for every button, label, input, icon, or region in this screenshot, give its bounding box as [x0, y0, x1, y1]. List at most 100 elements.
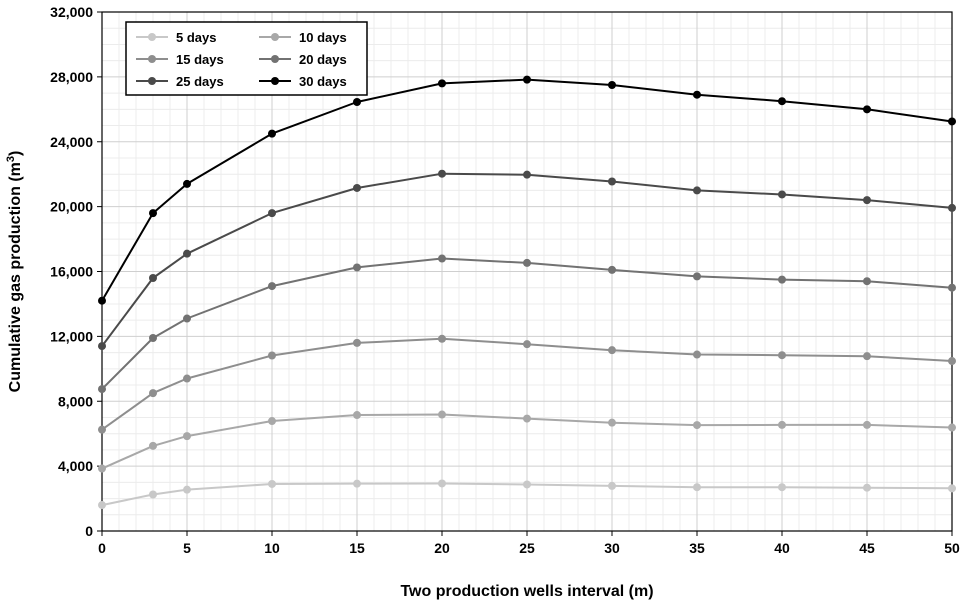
y-axis-title-main: Cumulative gas production (m: [7, 162, 24, 392]
data-point: [268, 351, 276, 360]
x-tick-label: 20: [434, 540, 450, 556]
data-point: [98, 342, 106, 351]
legend-label: 30 days: [299, 74, 347, 89]
data-point: [863, 483, 871, 492]
y-axis-title-superscript: 3: [5, 156, 17, 162]
legend-swatch-marker: [271, 55, 279, 63]
x-tick-label: 35: [689, 540, 705, 556]
data-point: [149, 209, 157, 218]
legend-label: 5 days: [176, 30, 216, 45]
data-point: [438, 479, 446, 488]
data-point: [438, 334, 446, 343]
y-tick-label: 4,000: [58, 458, 93, 474]
data-point: [863, 196, 871, 205]
data-point: [183, 249, 191, 258]
y-tick-label: 32,000: [50, 4, 93, 20]
data-point: [268, 417, 276, 426]
data-point: [948, 117, 956, 126]
legend-swatch-marker: [148, 55, 156, 63]
legend-swatch-marker: [148, 33, 156, 41]
data-point: [353, 263, 361, 272]
series-line-30-days: [101, 78, 953, 302]
y-tick-label: 12,000: [50, 328, 93, 344]
data-point: [948, 283, 956, 292]
data-point: [523, 170, 531, 179]
data-point: [353, 338, 361, 347]
data-point: [778, 97, 786, 106]
data-point: [608, 418, 616, 427]
y-axis-ticks: 0 4,000 8,000 12,000 16,000 20,000 24,000 28,00…: [50, 4, 102, 539]
data-point: [183, 179, 191, 188]
data-point: [693, 483, 701, 492]
data-point: [149, 333, 157, 342]
data-point: [268, 209, 276, 218]
data-point: [523, 480, 531, 489]
data-point: [693, 421, 701, 430]
series-line-10-days: [101, 413, 953, 470]
data-point: [353, 98, 361, 107]
x-tick-label: 25: [519, 540, 535, 556]
data-point: [948, 357, 956, 366]
data-point: [863, 105, 871, 114]
data-point: [438, 410, 446, 419]
data-point: [438, 254, 446, 263]
data-point: [523, 75, 531, 84]
x-tick-label: 10: [264, 540, 280, 556]
x-tick-label: 30: [604, 540, 620, 556]
y-tick-label: 20,000: [50, 199, 93, 215]
data-point: [438, 169, 446, 178]
x-axis-ticks: 0 5 10 15 20 25 30 35 40 45 50: [98, 531, 960, 556]
data-point: [608, 80, 616, 89]
data-point: [353, 479, 361, 488]
data-point: [149, 441, 157, 450]
data-point: [438, 79, 446, 88]
data-point: [693, 90, 701, 99]
data-point: [98, 464, 106, 473]
data-point: [98, 296, 106, 305]
data-point: [183, 485, 191, 494]
data-point: [608, 265, 616, 274]
x-tick-label: 40: [774, 540, 790, 556]
series-line-5-days: [101, 482, 953, 507]
data-point: [863, 277, 871, 286]
data-point: [353, 183, 361, 192]
data-point: [693, 272, 701, 281]
data-point: [98, 385, 106, 394]
data-point: [98, 501, 106, 510]
data-point: [268, 479, 276, 488]
data-point: [778, 190, 786, 199]
x-tick-label: 50: [944, 540, 960, 556]
data-point: [149, 273, 157, 282]
legend-swatch-marker: [271, 33, 279, 41]
data-point: [268, 282, 276, 291]
data-point: [608, 177, 616, 186]
data-point: [268, 129, 276, 138]
x-tick-label: 45: [859, 540, 875, 556]
y-axis-title: Cumulative gas production (m3): [5, 151, 24, 393]
data-point: [183, 374, 191, 383]
x-tick-label: 15: [349, 540, 365, 556]
data-point: [149, 490, 157, 499]
data-point: [353, 411, 361, 420]
y-tick-label: 16,000: [50, 264, 93, 280]
data-point: [778, 420, 786, 429]
legend-label: 15 days: [176, 52, 224, 67]
data-point: [183, 432, 191, 441]
series-line-20-days: [101, 257, 953, 390]
y-tick-label: 8,000: [58, 393, 93, 409]
data-point: [608, 481, 616, 490]
data-point: [693, 350, 701, 359]
data-point: [98, 425, 106, 434]
y-tick-label: 28,000: [50, 69, 93, 85]
legend-label: 25 days: [176, 74, 224, 89]
data-point: [523, 340, 531, 349]
data-point: [523, 414, 531, 423]
data-point: [778, 275, 786, 284]
data-point: [149, 389, 157, 398]
data-point: [608, 346, 616, 355]
data-point: [523, 258, 531, 267]
y-axis-title-close: ): [7, 151, 24, 156]
legend-label: 20 days: [299, 52, 347, 67]
data-point: [948, 484, 956, 493]
